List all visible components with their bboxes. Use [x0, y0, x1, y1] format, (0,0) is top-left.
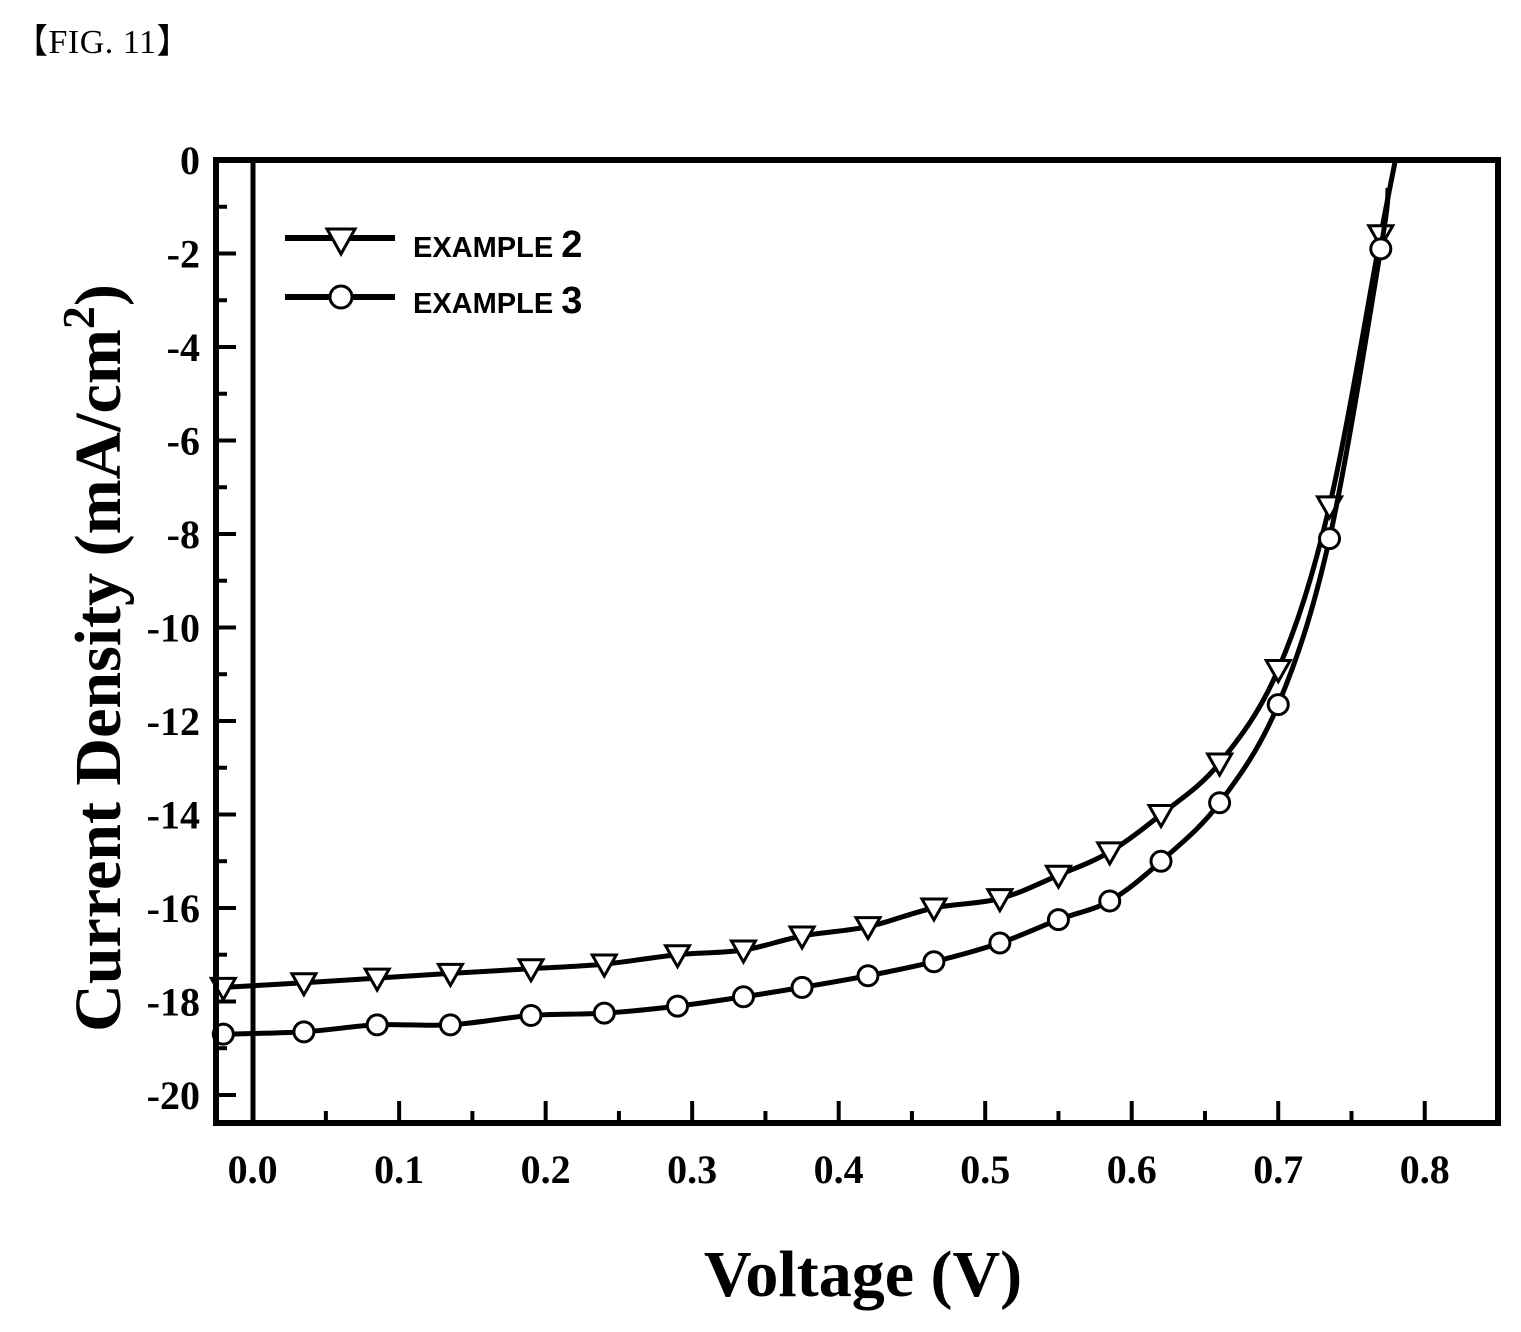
data-point-example-3 [1149, 849, 1173, 873]
y-axis-title: Current Density (mA/cm2) [53, 284, 135, 1032]
x-tick-label: 0.7 [1253, 1147, 1303, 1192]
circle-marker-icon [328, 284, 354, 310]
y-axis-title-suffix: ) [62, 284, 135, 306]
triangle-down-marker-icon [324, 227, 358, 258]
svg-text:EXAMPLE 2: EXAMPLE 2 [413, 224, 582, 266]
data-point-example-3 [592, 1001, 616, 1025]
legend-entry-example-2: EXAMPLE 2 [285, 224, 582, 266]
data-point-example-3 [438, 1013, 462, 1037]
data-point-example-2 [1146, 803, 1176, 830]
x-tick-label: 0.6 [1107, 1147, 1157, 1192]
data-point-example-3 [292, 1020, 316, 1044]
data-point-example-3 [519, 1003, 543, 1027]
data-point-example-2 [362, 967, 392, 994]
x-tick-label: 0.2 [521, 1147, 571, 1192]
data-point-example-2 [589, 953, 619, 980]
data-point-example-3 [1318, 527, 1342, 551]
data-point-example-3 [922, 950, 946, 974]
data-point-example-2 [919, 897, 949, 923]
x-axis-ticks: 0.0 0.1 0.2 0.3 0.4 0.5 0.6 0.7 0.8 [228, 1101, 1450, 1192]
y-tick-label: -10 [147, 605, 200, 650]
x-tick-label: 0.5 [960, 1147, 1010, 1192]
data-point-example-2 [289, 972, 319, 998]
y-axis-ticks: 0 -2 -4 -6 -8 -10 -12 -14 -16 -18 -20 [147, 138, 236, 1118]
y-axis-title-main: Current Density (mA/cm [62, 329, 135, 1032]
data-point-example-2 [516, 958, 546, 984]
svg-text:EXAMPLE 3: EXAMPLE 3 [413, 280, 582, 322]
data-point-example-3 [856, 964, 880, 988]
y-tick-label: -14 [147, 792, 200, 837]
data-point-example-2 [1043, 864, 1074, 891]
series-line-example-2 [223, 159, 1398, 990]
data-point-example-2 [728, 939, 759, 966]
data-point-example-3 [365, 1013, 389, 1037]
data-point-example-3 [1046, 908, 1070, 932]
x-axis-title: Voltage (V) [704, 1238, 1022, 1311]
y-tick-label: -8 [167, 512, 200, 557]
data-point-example-2 [1263, 659, 1293, 685]
legend: EXAMPLE 2 EXAMPLE 3 [285, 224, 582, 322]
data-point-example-3 [731, 985, 755, 1009]
legend-number-example-2: 2 [561, 224, 582, 266]
y-tick-label: -20 [147, 1073, 200, 1118]
data-point-example-2 [787, 925, 817, 952]
y-tick-label: -12 [147, 699, 200, 744]
x-tick-label: 0.1 [374, 1147, 424, 1192]
data-point-example-3 [1266, 693, 1290, 717]
data-point-example-3 [988, 931, 1012, 955]
y-tick-label: -6 [167, 418, 200, 463]
data-point-example-2 [1205, 752, 1235, 779]
data-point-example-3 [1369, 237, 1393, 261]
x-tick-label: 0.4 [814, 1147, 864, 1192]
y-tick-label: 0 [180, 138, 200, 183]
y-tick-label: -16 [147, 886, 200, 931]
figure-label: 【FIG. 11】 [14, 24, 192, 61]
x-tick-label: 0.3 [667, 1147, 717, 1192]
data-point-example-3 [1098, 889, 1122, 913]
data-point-example-2 [853, 916, 883, 942]
data-point-example-3 [666, 994, 690, 1018]
y-tick-label: -4 [167, 325, 200, 370]
legend-number-example-3: 3 [561, 280, 582, 322]
y-tick-label: -18 [147, 979, 200, 1024]
series-layer [208, 159, 1398, 1046]
series-line-example-3 [223, 187, 1391, 1037]
legend-entry-example-3: EXAMPLE 3 [285, 280, 582, 322]
plot-frame [213, 157, 1501, 1126]
legend-label-example-2: EXAMPLE [413, 232, 561, 264]
x-tick-label: 0.8 [1400, 1147, 1450, 1192]
y-axis-title-superscript: 2 [53, 306, 104, 329]
data-point-example-3 [1208, 791, 1232, 815]
data-point-example-2 [662, 944, 693, 970]
data-point-example-3 [790, 975, 814, 999]
legend-label-example-3: EXAMPLE [413, 288, 561, 320]
data-point-example-2 [985, 888, 1015, 914]
data-point-example-2 [1095, 841, 1125, 867]
x-tick-label: 0.0 [228, 1147, 278, 1192]
data-point-example-2 [435, 962, 466, 989]
y-tick-label: -2 [167, 231, 200, 276]
